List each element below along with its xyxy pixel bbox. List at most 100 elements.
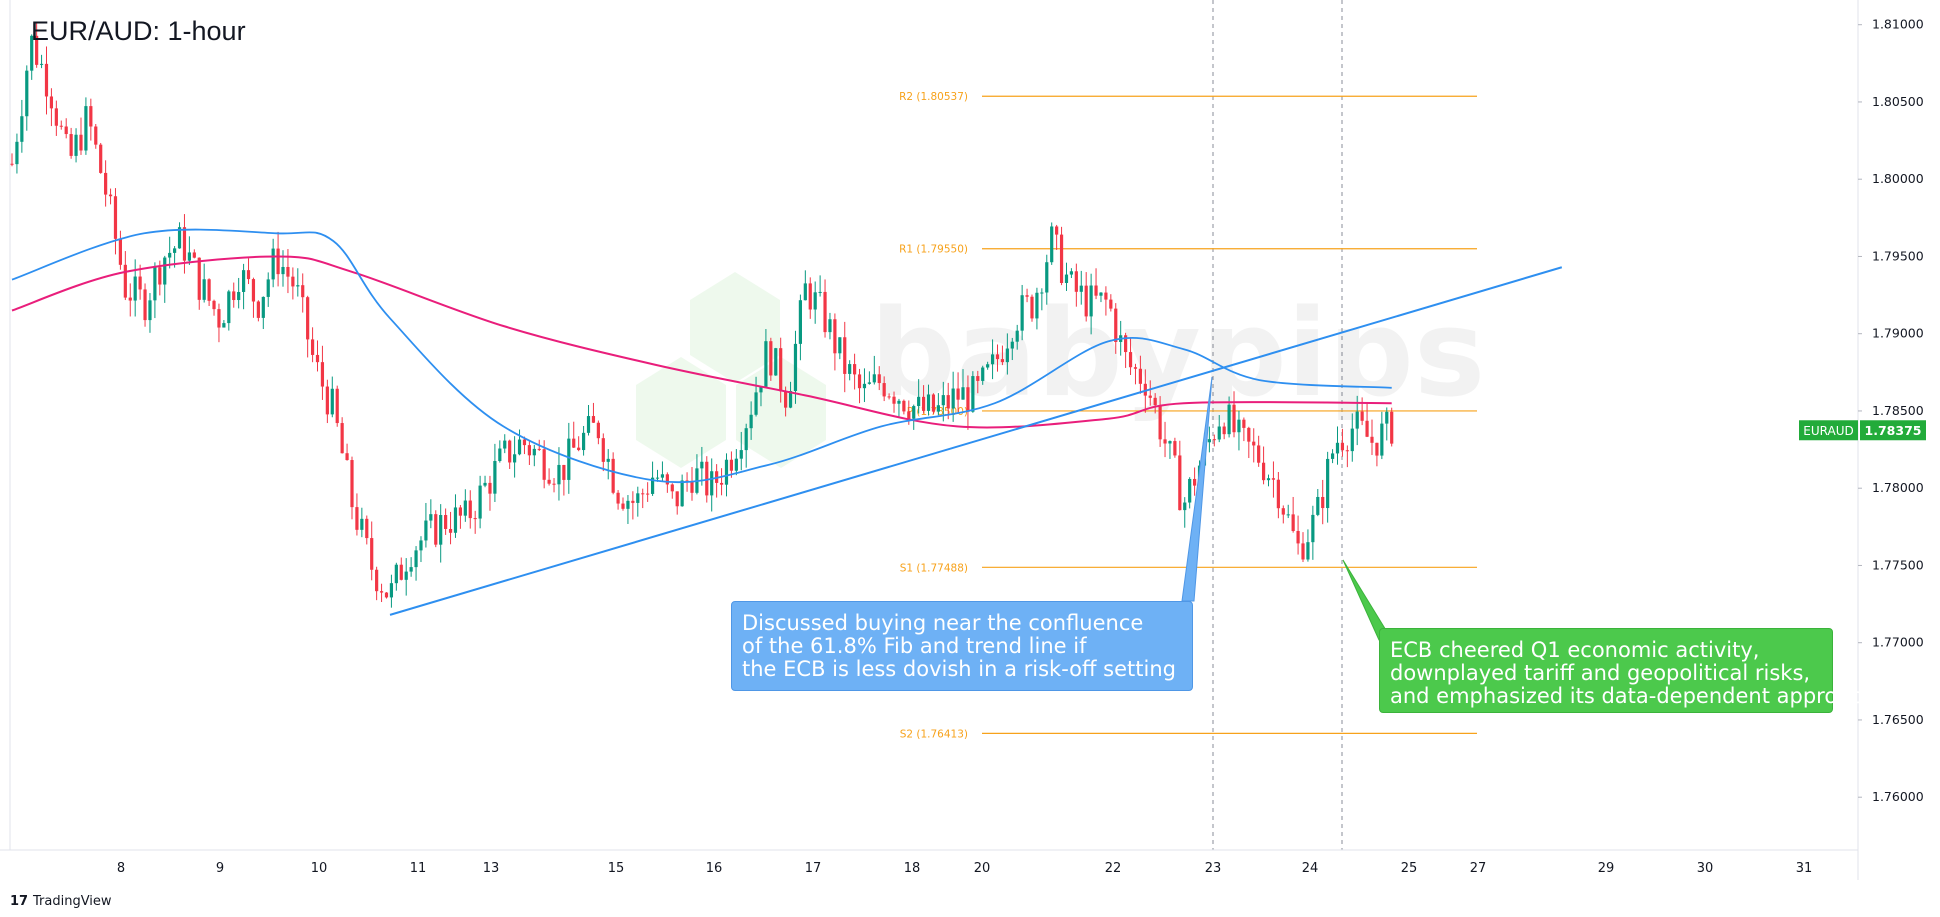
candle-body <box>966 387 970 412</box>
candle-body <box>542 449 546 480</box>
candle-body <box>15 141 19 165</box>
candle-body <box>986 364 990 368</box>
candle-body <box>1335 442 1340 454</box>
candle-body <box>429 514 433 521</box>
candle-body <box>1109 299 1113 309</box>
candle-body <box>276 248 280 275</box>
candle-body <box>813 292 817 310</box>
annotation-line: Discussed buying near the confluence <box>742 611 1144 635</box>
candle-body <box>1010 341 1014 349</box>
candle-body <box>187 252 191 261</box>
candle-body <box>951 388 955 409</box>
candle-body <box>345 453 349 461</box>
candle-body <box>133 276 137 301</box>
candle-body <box>79 134 83 151</box>
candle-body <box>266 279 270 297</box>
candle-body <box>862 383 867 389</box>
candle-body <box>197 257 201 300</box>
candle-body <box>340 423 344 454</box>
candle-body <box>749 414 753 429</box>
candle-body <box>1242 419 1246 428</box>
candle-body <box>803 283 807 301</box>
candle-body <box>601 438 605 462</box>
candle-body <box>912 406 916 419</box>
candle-body <box>843 337 847 374</box>
candle-body <box>577 447 581 451</box>
candle-body <box>1148 395 1152 398</box>
candle-body <box>104 172 108 195</box>
candle-body <box>572 438 576 448</box>
x-tick-label: 23 <box>1205 861 1222 876</box>
candle-body <box>237 291 241 301</box>
candle-body <box>468 500 472 519</box>
candle-body <box>1094 285 1098 296</box>
candle-body <box>1311 514 1315 543</box>
candle-body <box>759 386 763 393</box>
candle-body <box>315 354 320 363</box>
x-tick-label: 15 <box>608 861 625 876</box>
candle-body <box>981 367 985 381</box>
candle-body <box>1326 458 1330 509</box>
current-price-badge <box>1860 420 1926 441</box>
candle-body <box>1128 352 1133 368</box>
candle-body <box>596 422 600 439</box>
candle-body <box>20 116 24 142</box>
watermark: babypips <box>636 272 1485 468</box>
candle-body <box>123 264 127 298</box>
candle-body <box>1084 285 1088 317</box>
candle-body <box>882 383 886 397</box>
y-tick-label: 1.77500 <box>1872 557 1924 572</box>
ma-fast-line <box>11 228 1392 484</box>
candle-body <box>665 474 669 485</box>
pivot-level-label: S2 (1.76413) <box>900 728 968 740</box>
x-tick-label: 29 <box>1598 861 1615 876</box>
candle-body <box>976 376 980 381</box>
candle-body <box>296 285 300 287</box>
candle-body <box>971 376 975 412</box>
candle-body <box>1163 439 1167 444</box>
candle-body <box>143 289 147 321</box>
candle-body <box>1261 462 1266 481</box>
candle-body <box>434 514 438 545</box>
trend-line <box>389 266 1563 616</box>
x-tick-label: 9 <box>216 861 224 876</box>
candle-body <box>251 279 256 302</box>
candle-body <box>823 291 827 333</box>
candle-body <box>1276 479 1280 509</box>
candle-body <box>301 285 305 298</box>
symbol-badge <box>1799 420 1858 441</box>
candle-body <box>1330 453 1335 459</box>
candle-body <box>517 439 522 455</box>
candle-body <box>1020 295 1024 331</box>
candle-body <box>808 283 812 310</box>
candle-body <box>522 439 527 446</box>
candle-body <box>448 528 453 533</box>
candle-body <box>409 567 413 572</box>
candle-body <box>1183 502 1187 511</box>
x-tick-label: 20 <box>974 861 991 876</box>
candle-body <box>64 126 68 135</box>
candle-body <box>128 297 132 301</box>
candle-body <box>700 461 704 469</box>
tradingview-logo: 17 TradingView <box>10 894 112 909</box>
candle-body <box>892 396 896 404</box>
candle-body <box>1385 411 1389 424</box>
candle-body <box>222 323 226 328</box>
candle-body <box>1168 441 1172 444</box>
candle-body <box>375 569 379 592</box>
candle-body <box>1133 367 1138 369</box>
candle-body <box>848 364 852 374</box>
candle-body <box>360 518 364 530</box>
candle-body <box>744 428 748 451</box>
candle-body <box>513 454 517 463</box>
candle-body <box>710 471 714 496</box>
candle-body <box>1237 419 1241 433</box>
candle-body <box>636 493 640 503</box>
candle-body <box>660 474 665 478</box>
candle-body <box>921 396 926 411</box>
y-tick-label: 1.76500 <box>1872 712 1924 727</box>
candle-body <box>764 341 768 387</box>
candle-body <box>734 458 738 471</box>
candle-body <box>1301 543 1305 560</box>
